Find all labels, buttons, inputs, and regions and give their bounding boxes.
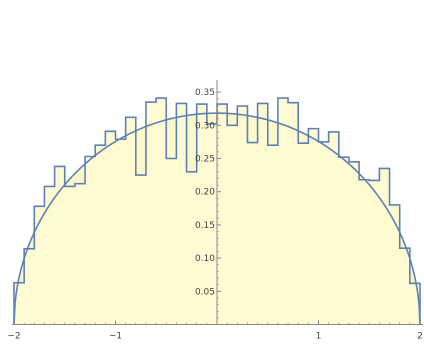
histogram-bar — [277, 98, 289, 325]
x-tick-label: 2 — [417, 332, 423, 342]
histogram-bar — [34, 206, 45, 325]
histogram-bar — [348, 161, 360, 325]
histogram-bar — [74, 183, 86, 325]
histogram-bar — [308, 128, 319, 325]
histogram-bar — [389, 204, 400, 325]
histogram-bar — [14, 282, 25, 325]
histogram-bar — [145, 102, 157, 325]
y-tick-label: 0.20 — [195, 188, 215, 198]
histogram-bar — [85, 156, 96, 325]
histogram-bar — [298, 143, 309, 325]
histogram-bar — [328, 131, 339, 325]
histogram-bar — [338, 157, 349, 325]
y-tick-label: 0.15 — [195, 221, 215, 231]
histogram-bar — [257, 103, 268, 325]
plot-area: −2 −1 1 2 0.05 0.10 0.15 0.20 0.25 0.30 0.35 — [7, 80, 423, 342]
histogram-bar — [95, 145, 106, 325]
histogram-bar — [166, 158, 177, 325]
histogram-bar — [206, 123, 217, 325]
histogram-bar — [156, 98, 167, 325]
histogram-bar — [237, 106, 248, 325]
histogram-bar — [318, 141, 329, 325]
x-tick-label: −2 — [7, 332, 20, 342]
y-tick-label: 0.05 — [195, 287, 215, 297]
histogram-bars — [14, 98, 420, 325]
axis-ticks: −2 −1 1 2 0.05 0.10 0.15 0.20 0.25 0.30 0.35 — [7, 88, 423, 341]
x-tick-label: −1 — [109, 332, 122, 342]
histogram-bar — [64, 186, 75, 325]
histogram-bar — [125, 117, 136, 325]
y-tick-label: 0.10 — [195, 254, 215, 264]
histogram-bar — [369, 180, 380, 325]
histogram-bar — [196, 104, 207, 325]
histogram-bar — [186, 171, 197, 325]
histogram-bar — [288, 102, 299, 325]
histogram-bar — [115, 139, 126, 325]
histogram-bar — [44, 186, 55, 325]
histogram-bar — [176, 103, 187, 325]
histogram-bar — [54, 166, 65, 325]
histogram-bar — [399, 248, 410, 325]
histogram-bar — [227, 125, 238, 325]
histogram-bar — [267, 145, 278, 325]
histogram-bar — [135, 175, 146, 325]
histogram-bar — [217, 104, 228, 325]
histogram-bar — [105, 131, 116, 325]
y-tick-label: 0.30 — [195, 121, 215, 131]
histogram-bar — [247, 142, 258, 325]
y-tick-label: 0.25 — [195, 155, 215, 165]
histogram-bar — [359, 179, 370, 325]
histogram-bar — [24, 248, 35, 325]
y-tick-label: 0.35 — [195, 88, 215, 98]
x-tick-label: 1 — [316, 332, 322, 342]
histogram-bar — [409, 283, 420, 325]
histogram-bar — [379, 168, 390, 325]
